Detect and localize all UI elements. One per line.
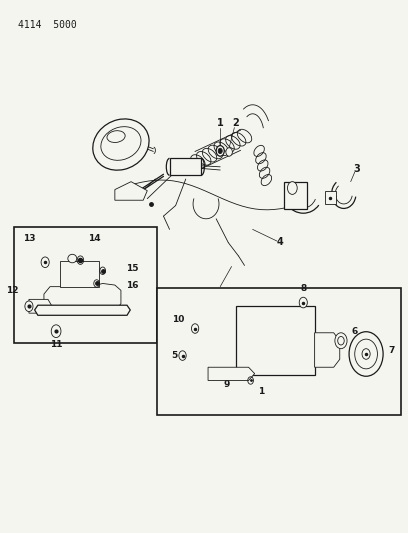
Bar [13, 227, 157, 343]
Text: 11: 11 [50, 341, 62, 350]
Bar [170, 158, 201, 175]
Text: 10: 10 [172, 315, 184, 324]
Text: 14: 14 [89, 234, 101, 243]
Text: 4: 4 [277, 237, 284, 247]
Text: 1: 1 [217, 118, 224, 128]
Polygon shape [115, 182, 147, 200]
Polygon shape [315, 333, 340, 367]
Bar [60, 261, 99, 287]
Bar [157, 288, 401, 415]
Text: 13: 13 [23, 235, 36, 244]
Circle shape [216, 146, 224, 156]
Text: 15: 15 [126, 264, 139, 272]
Circle shape [41, 257, 49, 268]
Ellipse shape [101, 127, 141, 160]
Circle shape [51, 325, 61, 337]
Polygon shape [44, 284, 121, 312]
Polygon shape [208, 367, 255, 381]
Circle shape [335, 333, 347, 349]
Text: 6: 6 [352, 327, 358, 336]
Circle shape [191, 324, 199, 333]
Circle shape [288, 182, 297, 195]
Text: 2: 2 [232, 118, 239, 128]
Ellipse shape [93, 119, 149, 170]
Text: 4114  5000: 4114 5000 [18, 20, 76, 30]
Text: 16: 16 [126, 280, 139, 289]
Text: 9: 9 [223, 379, 229, 389]
Circle shape [299, 297, 307, 308]
Circle shape [218, 148, 222, 154]
Circle shape [226, 148, 233, 156]
Text: 5: 5 [171, 351, 177, 360]
Circle shape [355, 339, 377, 369]
Circle shape [349, 332, 383, 376]
Ellipse shape [133, 191, 137, 196]
Polygon shape [35, 305, 130, 316]
Text: 8: 8 [300, 284, 306, 293]
Text: 12: 12 [6, 286, 18, 295]
Circle shape [362, 349, 370, 359]
Circle shape [179, 351, 186, 360]
Circle shape [25, 301, 33, 312]
Ellipse shape [68, 254, 77, 263]
Text: 3: 3 [354, 164, 361, 174]
Bar [284, 182, 306, 209]
Polygon shape [29, 300, 52, 313]
Text: 1: 1 [257, 386, 264, 395]
Text: 7: 7 [388, 346, 395, 355]
Bar [325, 191, 336, 204]
Bar [235, 306, 315, 375]
